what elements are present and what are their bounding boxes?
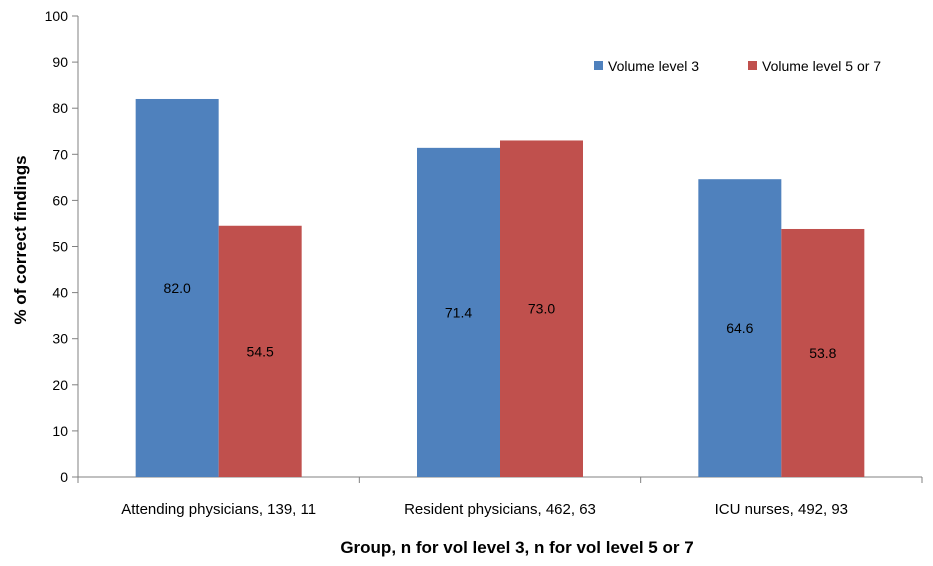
bars <box>135 98 865 477</box>
data-label: 54.5 <box>247 343 274 359</box>
x-category-label: Resident physicians, 462, 63 <box>404 501 596 518</box>
legend-entry: Volume level 5 or 7 <box>762 58 881 74</box>
bar-volume-level-5-or-7-1 <box>500 140 583 477</box>
data-label: 82.0 <box>164 280 191 296</box>
x-category-label: Attending physicians, 139, 11 <box>121 501 316 518</box>
x-category-label: ICU nurses, 492, 93 <box>715 501 848 518</box>
legend-swatch <box>594 61 603 70</box>
y-tick-label: 60 <box>52 192 68 208</box>
y-tick-label: 90 <box>52 54 68 70</box>
y-axis-title: % of correct findings <box>11 155 30 324</box>
bar-volume-level-5-or-7-2 <box>781 228 865 477</box>
data-label: 73.0 <box>528 301 555 317</box>
y-tick-label: 0 <box>60 469 68 485</box>
bar-volume-level-5-or-7-0 <box>218 225 302 477</box>
legend-entry: Volume level 3 <box>608 58 699 74</box>
y-tick-label: 40 <box>52 285 68 301</box>
bar-volume-level-3-0 <box>135 98 219 477</box>
legend: Volume level 3 Volume level 5 or 7 <box>594 58 881 74</box>
data-label: 71.4 <box>445 304 472 320</box>
bar-volume-level-3-2 <box>698 179 782 477</box>
data-label: 53.8 <box>809 345 836 361</box>
legend-swatch <box>748 61 757 70</box>
y-tick-label: 30 <box>52 331 68 347</box>
data-label: 64.6 <box>726 320 753 336</box>
y-tick-label: 10 <box>52 423 68 439</box>
y-tick-label: 100 <box>45 8 69 24</box>
y-tick-label: 80 <box>52 100 68 116</box>
bar-volume-level-3-1 <box>417 147 500 477</box>
x-axis-title: Group, n for vol level 3, n for vol leve… <box>340 538 693 557</box>
labels: 82.0 54.5 Attending physicians, 139, 11 71.… <box>121 280 848 518</box>
y-tick-label: 20 <box>52 377 68 393</box>
y-tick-label: 70 <box>52 146 68 162</box>
y-tick-label: 50 <box>52 239 68 255</box>
